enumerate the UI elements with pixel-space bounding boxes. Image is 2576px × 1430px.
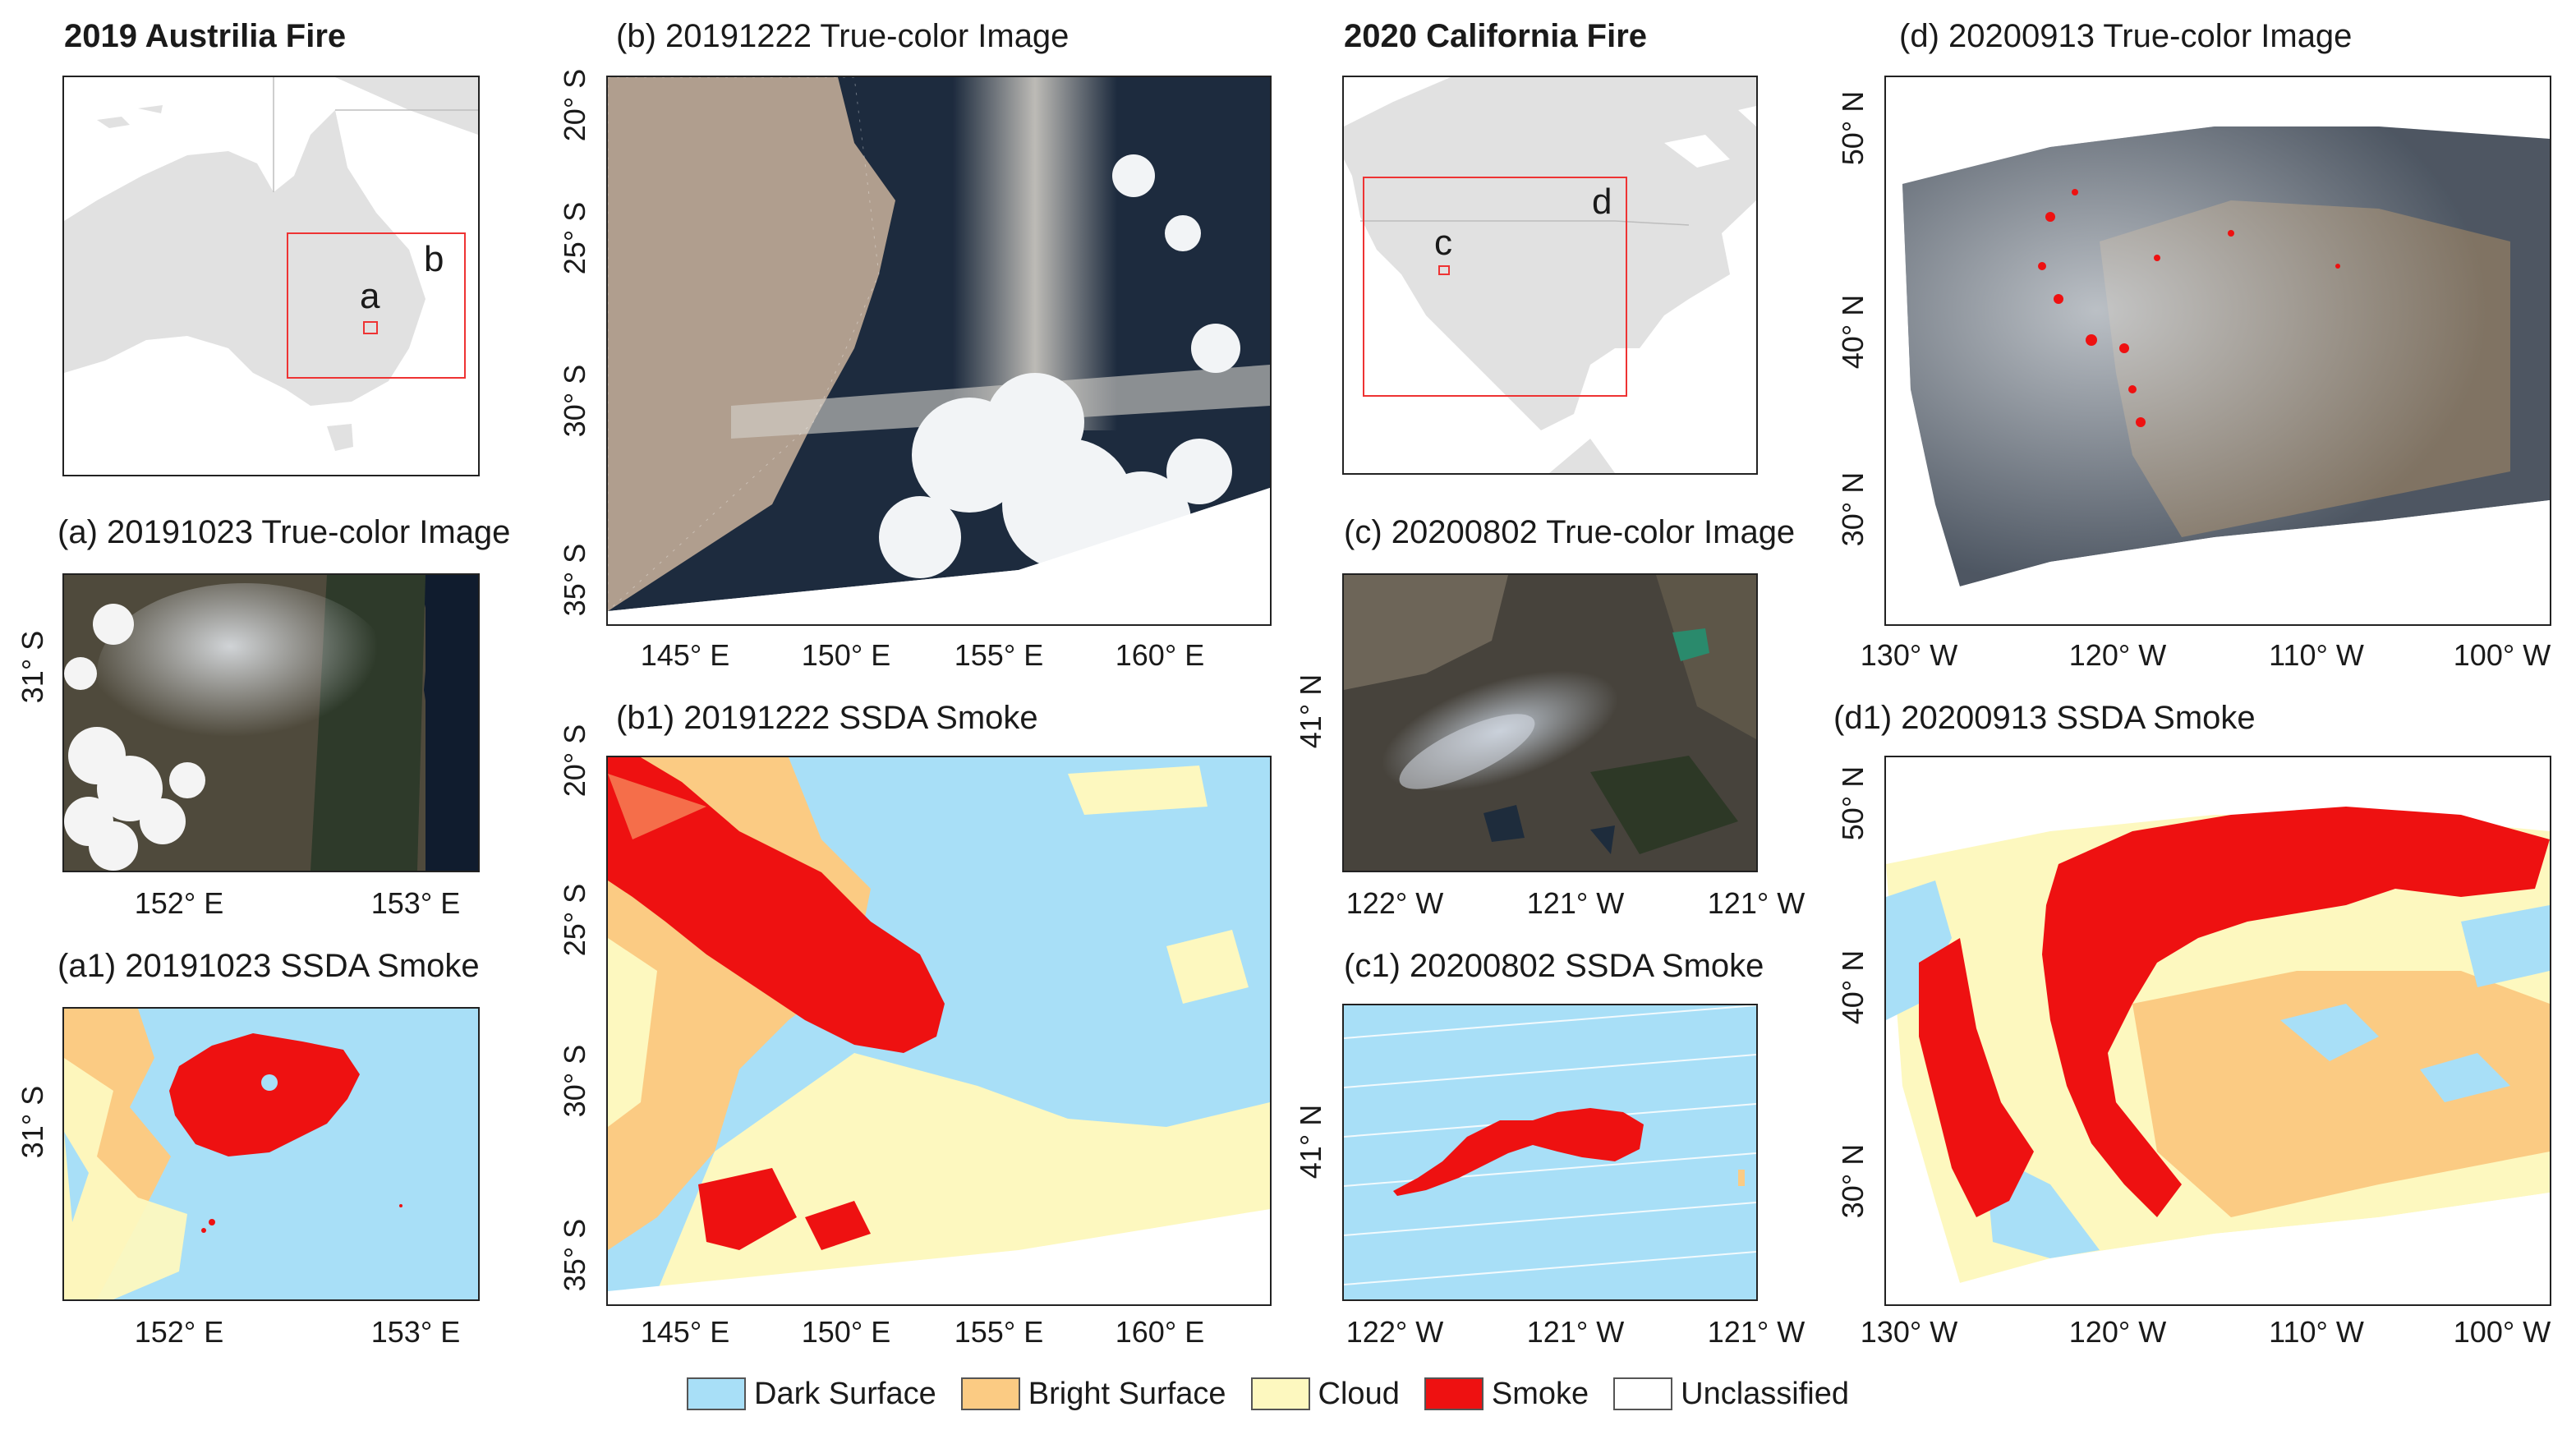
north-america-landmass [1344, 77, 1756, 430]
locator-label-b: b [424, 239, 444, 279]
north-america-locator-map: c d [1342, 76, 1758, 475]
australia-section-title: 2019 Austrilia Fire [64, 18, 347, 54]
panel-a-true-color-image [62, 573, 480, 872]
panel-c-title: (c) 20200802 True-color Image [1344, 514, 1796, 550]
panel-c-x-tick: 121° W [1526, 886, 1625, 920]
legend-label: Bright Surface [1028, 1376, 1226, 1411]
panel-a1-title: (a1) 20191023 SSDA Smoke [58, 948, 480, 984]
panel-b1-x-tick: 160° E [1115, 1315, 1205, 1349]
panel-a1-y-tick: 31° S [16, 1085, 49, 1159]
panel-d-x-tick: 120° W [2068, 638, 2167, 672]
locator-label-a: a [360, 276, 380, 316]
panel-a-clouds [64, 604, 205, 871]
panel-d1-x-tick: 100° W [2453, 1315, 2551, 1349]
legend-label: Cloud [1318, 1376, 1400, 1411]
panel-c1-x-tick: 121° W [1707, 1315, 1806, 1349]
panel-c-true-color-image [1342, 573, 1758, 872]
panel-c-x-tick: 122° W [1346, 886, 1444, 920]
panel-a-title: (a) 20191023 True-color Image [58, 514, 511, 550]
panel-b-x-tick: 150° E [801, 638, 891, 672]
panel-c1-smoke-classification [1342, 1004, 1758, 1301]
panel-b-y-tick: 20° S [558, 68, 591, 142]
legend-swatch-smoke [1424, 1377, 1484, 1410]
panel-a-extent-box [363, 321, 378, 334]
panel-b-extent-box [287, 232, 466, 379]
panel-d-extent-box [1363, 177, 1627, 397]
panel-c-x-tick: 121° W [1707, 886, 1806, 920]
panel-d1-smoke-region [2042, 807, 2550, 1217]
legend-label: Smoke [1491, 1376, 1589, 1411]
panel-d-y-tick: 50° N [1836, 90, 1870, 166]
panel-b1-title: (b1) 20191222 SSDA Smoke [616, 700, 1038, 736]
classification-legend: Dark Surface Bright Surface Cloud Smoke … [687, 1373, 1874, 1414]
panel-b1-x-tick: 155° E [954, 1315, 1044, 1349]
australia-landmass [64, 110, 426, 406]
panel-d-x-tick: 130° W [1860, 638, 1958, 672]
legend-item-smoke: Smoke [1424, 1377, 1589, 1412]
panel-d-x-tick: 110° W [2269, 638, 2364, 672]
panel-a-y-tick: 31° S [16, 630, 49, 704]
panel-b1-smoke-region [608, 757, 945, 1053]
panel-c1-smoke-region [1393, 1108, 1644, 1196]
legend-item-unclassified: Unclassified [1613, 1377, 1849, 1412]
panel-d1-y-tick: 40° N [1836, 950, 1870, 1025]
panel-a-x-tick: 153° E [370, 886, 461, 920]
panel-c1-y-tick: 41° N [1294, 1104, 1327, 1179]
panel-d-x-tick: 100° W [2453, 638, 2551, 672]
legend-swatch-cloud [1250, 1377, 1310, 1410]
panel-b1-y-tick: 25° S [558, 883, 591, 957]
panel-d1-smoke-classification [1884, 756, 2551, 1306]
legend-item-bright-surface: Bright Surface [960, 1376, 1226, 1412]
legend-swatch-bright-surface [960, 1377, 1020, 1410]
panel-d1-x-tick: 110° W [2269, 1315, 2364, 1349]
legend-label: Unclassified [1681, 1376, 1849, 1411]
panel-b-x-tick: 145° E [640, 638, 730, 672]
panel-b1-y-tick: 20° S [558, 724, 591, 798]
panel-d1-title: (d1) 20200913 SSDA Smoke [1833, 700, 2256, 736]
tasmania-landmass [327, 424, 353, 451]
panel-b-y-tick: 25° S [558, 201, 591, 275]
panel-c-lake [1672, 628, 1709, 661]
legend-label: Dark Surface [754, 1376, 936, 1411]
locator-label-d: d [1592, 182, 1612, 222]
panel-a-x-tick: 152° E [134, 886, 224, 920]
panel-c1-title: (c1) 20200802 SSDA Smoke [1344, 948, 1764, 984]
new-guinea-landmass [269, 77, 478, 135]
panel-a1-smoke-region [169, 1033, 360, 1156]
panel-b-y-tick: 30° S [558, 364, 591, 438]
panel-d1-y-tick: 50° N [1836, 766, 1870, 841]
panel-d1-y-tick: 30° N [1836, 1143, 1870, 1219]
panel-c1-x-tick: 122° W [1346, 1315, 1444, 1349]
california-section-title: 2020 California Fire [1344, 18, 1648, 54]
legend-swatch-unclassified [1613, 1377, 1673, 1410]
panel-b-y-tick: 35° S [558, 543, 591, 617]
panel-b1-y-tick: 30° S [558, 1044, 591, 1118]
panel-c-extent-box [1438, 265, 1450, 275]
panel-b-x-tick: 160° E [1115, 638, 1205, 672]
panel-a1-x-tick: 152° E [134, 1315, 224, 1349]
legend-item-cloud: Cloud [1250, 1376, 1400, 1412]
panel-b1-y-tick: 35° S [558, 1218, 591, 1292]
panel-d-y-tick: 40° N [1836, 294, 1870, 370]
panel-b1-x-tick: 150° E [801, 1315, 891, 1349]
panel-b-true-color-image [606, 76, 1272, 626]
panel-d1-x-tick: 120° W [2068, 1315, 2167, 1349]
panel-c1-x-tick: 121° W [1526, 1315, 1625, 1349]
panel-d-title: (d) 20200913 True-color Image [1899, 18, 2353, 54]
panel-c-y-tick: 41° N [1294, 674, 1327, 749]
panel-d1-x-tick: 130° W [1860, 1315, 1958, 1349]
panel-d-y-tick: 30° N [1836, 471, 1870, 547]
panel-a1-x-tick: 153° E [370, 1315, 461, 1349]
panel-b-title: (b) 20191222 True-color Image [616, 18, 1070, 54]
panel-d-fire-points [2038, 189, 2340, 427]
legend-swatch-dark-surface [687, 1377, 746, 1410]
panel-d-true-color-image [1884, 76, 2551, 626]
panel-a1-smoke-classification [62, 1007, 480, 1301]
australia-locator-map: a b [62, 76, 480, 476]
panel-b1-x-tick: 145° E [640, 1315, 730, 1349]
panel-b-x-tick: 155° E [954, 638, 1044, 672]
locator-label-c: c [1434, 223, 1452, 263]
panel-b1-smoke-classification [606, 756, 1272, 1306]
legend-item-dark-surface: Dark Surface [687, 1377, 936, 1412]
